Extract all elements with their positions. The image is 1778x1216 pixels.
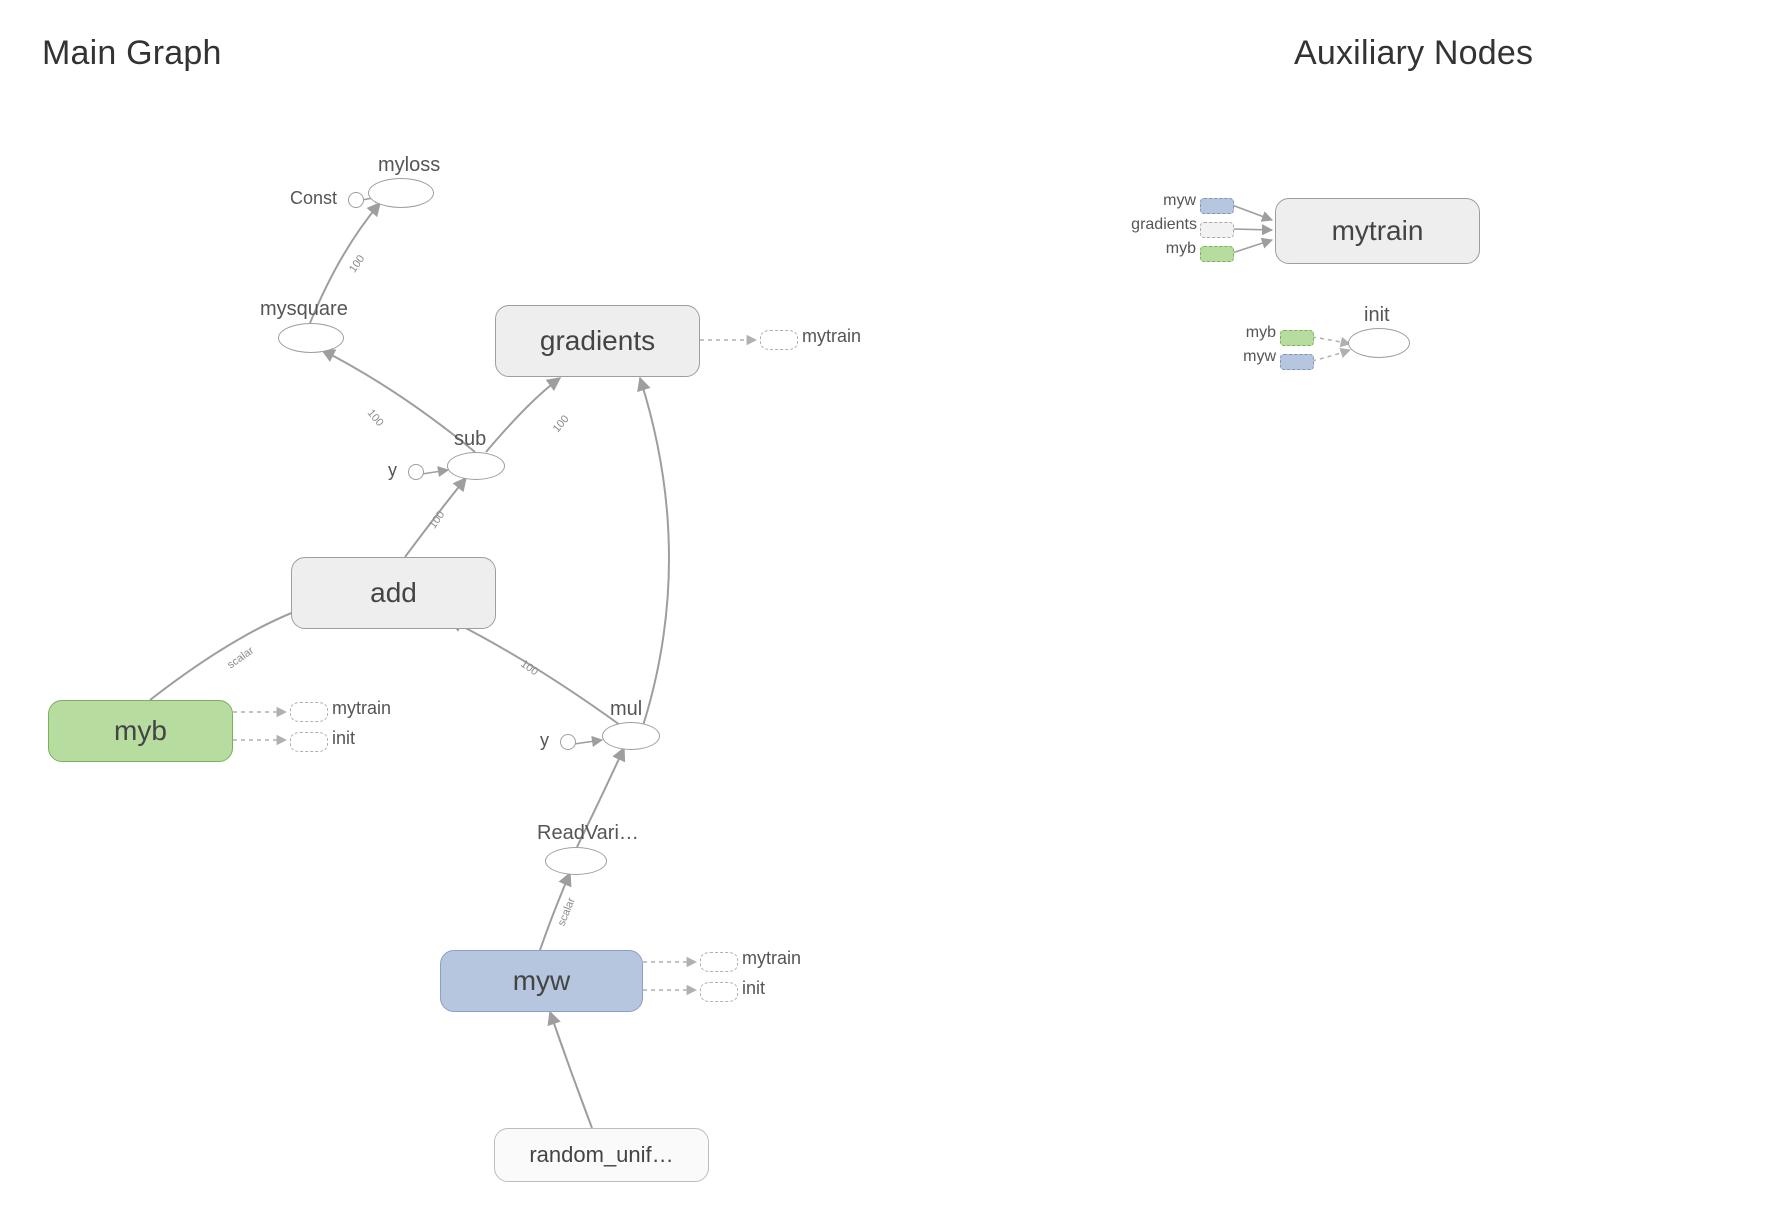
ghost-myw-init-label: init — [742, 978, 765, 999]
aux-init-cap-myw-label: myw — [1232, 348, 1276, 366]
dot-const-label: Const — [290, 188, 337, 209]
aux-cap-myw[interactable] — [1200, 198, 1234, 214]
op-sub[interactable] — [447, 452, 505, 480]
op-mysquare[interactable] — [278, 323, 344, 353]
ghost-myb-mytrain[interactable] — [290, 702, 328, 722]
dot-y-sub[interactable] — [408, 464, 424, 480]
aux-op-init[interactable] — [1348, 328, 1410, 358]
edge-sub-gradients — [486, 378, 560, 452]
ghost-gradients-mytrain[interactable] — [760, 330, 798, 350]
edges-svg — [0, 0, 1778, 1216]
ghost-myw-init[interactable] — [700, 982, 738, 1002]
op-mul[interactable] — [602, 722, 660, 750]
aux-cap-myb[interactable] — [1200, 246, 1234, 262]
edgelabel-read-myw: scalar — [556, 896, 578, 928]
dot-y-mul[interactable] — [560, 734, 576, 750]
aux-cap-gradients[interactable] — [1200, 222, 1234, 238]
edge-sub-mysquare — [322, 350, 475, 452]
ghost-gradients-mytrain-label: mytrain — [802, 326, 861, 347]
aux-cap-gradients-label: gradients — [1117, 216, 1197, 234]
op-myloss[interactable] — [368, 178, 434, 208]
edge-mul-gradients-long — [640, 378, 669, 735]
edgelabel-add-sub: 100 — [427, 509, 447, 531]
node-myw[interactable]: myw — [440, 950, 643, 1012]
op-readvariable[interactable] — [545, 847, 607, 875]
aux-edge-myw-init — [1312, 350, 1350, 361]
op-mysquare-label: mysquare — [260, 298, 348, 321]
canvas: Main Graph Auxiliary Nodes — [0, 0, 1778, 1216]
aux-init-cap-myb[interactable] — [1280, 330, 1314, 346]
ghost-myb-init[interactable] — [290, 732, 328, 752]
edgelabel-mul-add: 100 — [518, 658, 540, 678]
dot-y-mul-label: y — [540, 730, 549, 751]
aux-cap-myw-label: myw — [1148, 192, 1196, 210]
edgelabel-sub-mysq: 100 — [365, 407, 386, 429]
aux-init-cap-myb-label: myb — [1234, 324, 1276, 342]
node-gradients[interactable]: gradients — [495, 305, 700, 377]
op-sub-label: sub — [454, 428, 486, 451]
aux-edge-gradients-mytrain — [1232, 229, 1272, 230]
node-myb[interactable]: myb — [48, 700, 233, 762]
dot-y-sub-label: y — [388, 460, 397, 481]
ghost-myb-mytrain-label: mytrain — [332, 698, 391, 719]
ghost-myw-mytrain[interactable] — [700, 952, 738, 972]
aux-edge-myb-mytrain — [1232, 240, 1272, 253]
aux-edge-myb-init — [1312, 337, 1350, 344]
aux-op-init-label: init — [1364, 304, 1390, 327]
op-myloss-label: myloss — [378, 154, 440, 177]
node-random-uniform[interactable]: random_unif… — [494, 1128, 709, 1182]
aux-nodes-title: Auxiliary Nodes — [1294, 34, 1533, 73]
node-add[interactable]: add — [291, 557, 496, 629]
ghost-myw-mytrain-label: mytrain — [742, 948, 801, 969]
aux-init-cap-myw[interactable] — [1280, 354, 1314, 370]
edgelabel-myb-add: scalar — [225, 645, 256, 672]
aux-cap-myb-label: myb — [1148, 240, 1196, 258]
ghost-myb-init-label: init — [332, 728, 355, 749]
dot-const[interactable] — [348, 192, 364, 208]
aux-node-mytrain[interactable]: mytrain — [1275, 198, 1480, 264]
edge-randunif-myw — [550, 1012, 592, 1128]
main-graph-title: Main Graph — [42, 34, 222, 73]
edge-myb-add — [150, 606, 310, 700]
edgelabel-sub-grad: 100 — [551, 413, 572, 435]
edge-y-sub — [422, 470, 448, 474]
edgelabel-mysq-myloss: 100 — [347, 253, 367, 275]
op-mul-label: mul — [610, 698, 642, 721]
op-readvariable-label: ReadVari… — [537, 822, 639, 845]
aux-edge-myw-mytrain — [1232, 205, 1272, 220]
edge-y-mul — [574, 740, 602, 744]
